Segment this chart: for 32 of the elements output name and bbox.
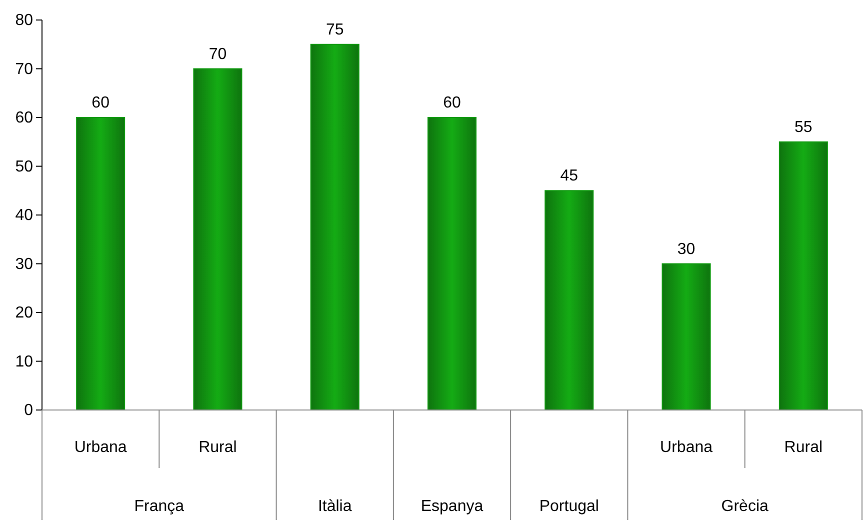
x-tick-label: Urbana [660, 439, 713, 456]
data-label: 60 [443, 94, 461, 112]
x-tick-label: Urbana [74, 439, 127, 456]
data-label: 70 [208, 46, 227, 63]
y-tick-label: 30 [15, 256, 34, 273]
text: Grècia [721, 498, 769, 515]
text: Portugal [539, 498, 599, 515]
bar [662, 263, 711, 410]
bar [778, 141, 828, 410]
text: Espanya [420, 498, 484, 515]
y-tick-label: 10 [15, 353, 34, 370]
x-tick-label: Rural [198, 439, 237, 456]
y-tick-label: 40 [15, 207, 34, 224]
y-tick-label: 80 [15, 12, 34, 30]
bar [193, 68, 242, 410]
data-label: 45 [560, 168, 578, 185]
bar [76, 117, 126, 410]
text: Itàlia [318, 498, 352, 515]
bar [544, 190, 594, 410]
x-tick-label: Rural [784, 439, 823, 456]
y-tick-label: 50 [15, 158, 34, 176]
y-tick-label: 60 [15, 110, 34, 127]
data-label: 55 [794, 118, 812, 136]
bar [427, 117, 477, 410]
bar [310, 44, 360, 410]
data-label: 60 [92, 94, 110, 112]
y-tick-label: 70 [15, 60, 34, 78]
y-tick-label: 0 [24, 402, 34, 420]
data-label: 30 [677, 240, 696, 258]
y-tick-label: 20 [15, 304, 34, 322]
text: França [134, 498, 184, 515]
data-label: 75 [326, 21, 344, 38]
